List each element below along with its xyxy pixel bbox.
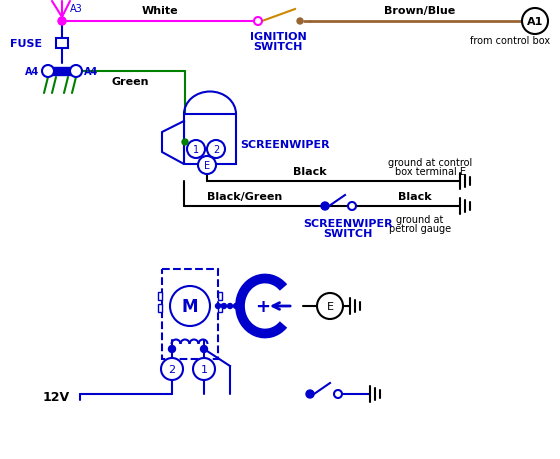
Polygon shape bbox=[162, 122, 184, 165]
Circle shape bbox=[348, 202, 356, 211]
Circle shape bbox=[317, 293, 343, 319]
Text: M: M bbox=[182, 297, 198, 315]
Text: SCREENWIPER: SCREENWIPER bbox=[303, 218, 393, 229]
Text: IGNITION: IGNITION bbox=[250, 32, 306, 42]
Text: 1: 1 bbox=[200, 364, 208, 374]
Circle shape bbox=[58, 18, 66, 26]
Circle shape bbox=[169, 346, 175, 353]
Text: FUSE: FUSE bbox=[10, 39, 42, 49]
Text: petrol gauge: petrol gauge bbox=[389, 224, 451, 234]
Text: A4: A4 bbox=[25, 67, 39, 77]
Text: Black/Green: Black/Green bbox=[207, 191, 283, 202]
Bar bbox=[48, 68, 76, 76]
Circle shape bbox=[334, 390, 342, 398]
Text: Brown/Blue: Brown/Blue bbox=[384, 6, 456, 16]
Bar bbox=[158, 292, 162, 300]
Circle shape bbox=[170, 286, 210, 326]
Circle shape bbox=[254, 18, 262, 26]
Text: +: + bbox=[255, 297, 270, 315]
Text: 2: 2 bbox=[169, 364, 176, 374]
Circle shape bbox=[234, 304, 239, 309]
Bar bbox=[56, 39, 68, 49]
Text: A1: A1 bbox=[527, 17, 543, 27]
Bar bbox=[158, 304, 162, 312]
Circle shape bbox=[216, 304, 221, 309]
Circle shape bbox=[42, 66, 54, 78]
Text: 2: 2 bbox=[213, 145, 219, 155]
Text: 1: 1 bbox=[193, 145, 199, 155]
Circle shape bbox=[297, 19, 303, 25]
Circle shape bbox=[198, 157, 216, 174]
Circle shape bbox=[161, 358, 183, 380]
Text: SCREENWIPER: SCREENWIPER bbox=[240, 140, 330, 150]
Text: Black: Black bbox=[293, 167, 327, 177]
Bar bbox=[218, 292, 222, 300]
Circle shape bbox=[182, 140, 188, 146]
Circle shape bbox=[306, 390, 314, 398]
Circle shape bbox=[207, 141, 225, 159]
Text: SWITCH: SWITCH bbox=[253, 42, 303, 52]
Text: Green: Green bbox=[111, 77, 149, 87]
Text: ground at control: ground at control bbox=[388, 157, 472, 168]
Bar bbox=[218, 304, 222, 312]
Circle shape bbox=[522, 9, 548, 35]
Text: A3: A3 bbox=[70, 4, 83, 14]
Circle shape bbox=[70, 66, 82, 78]
Circle shape bbox=[187, 141, 205, 159]
Text: E: E bbox=[326, 302, 334, 311]
Text: ground at: ground at bbox=[396, 214, 444, 224]
Circle shape bbox=[222, 304, 226, 309]
Text: E: E bbox=[204, 161, 210, 171]
Text: SWITCH: SWITCH bbox=[323, 229, 373, 239]
Text: from control box: from control box bbox=[470, 36, 550, 46]
Bar bbox=[184, 115, 236, 165]
Text: White: White bbox=[142, 6, 178, 16]
Circle shape bbox=[200, 346, 208, 353]
Text: Black: Black bbox=[398, 191, 432, 202]
Circle shape bbox=[193, 358, 215, 380]
Bar bbox=[162, 269, 218, 359]
Circle shape bbox=[227, 304, 232, 309]
Circle shape bbox=[321, 202, 329, 211]
Text: 12V: 12V bbox=[43, 391, 70, 403]
Text: box terminal E: box terminal E bbox=[394, 167, 465, 177]
Text: A4: A4 bbox=[84, 67, 98, 77]
